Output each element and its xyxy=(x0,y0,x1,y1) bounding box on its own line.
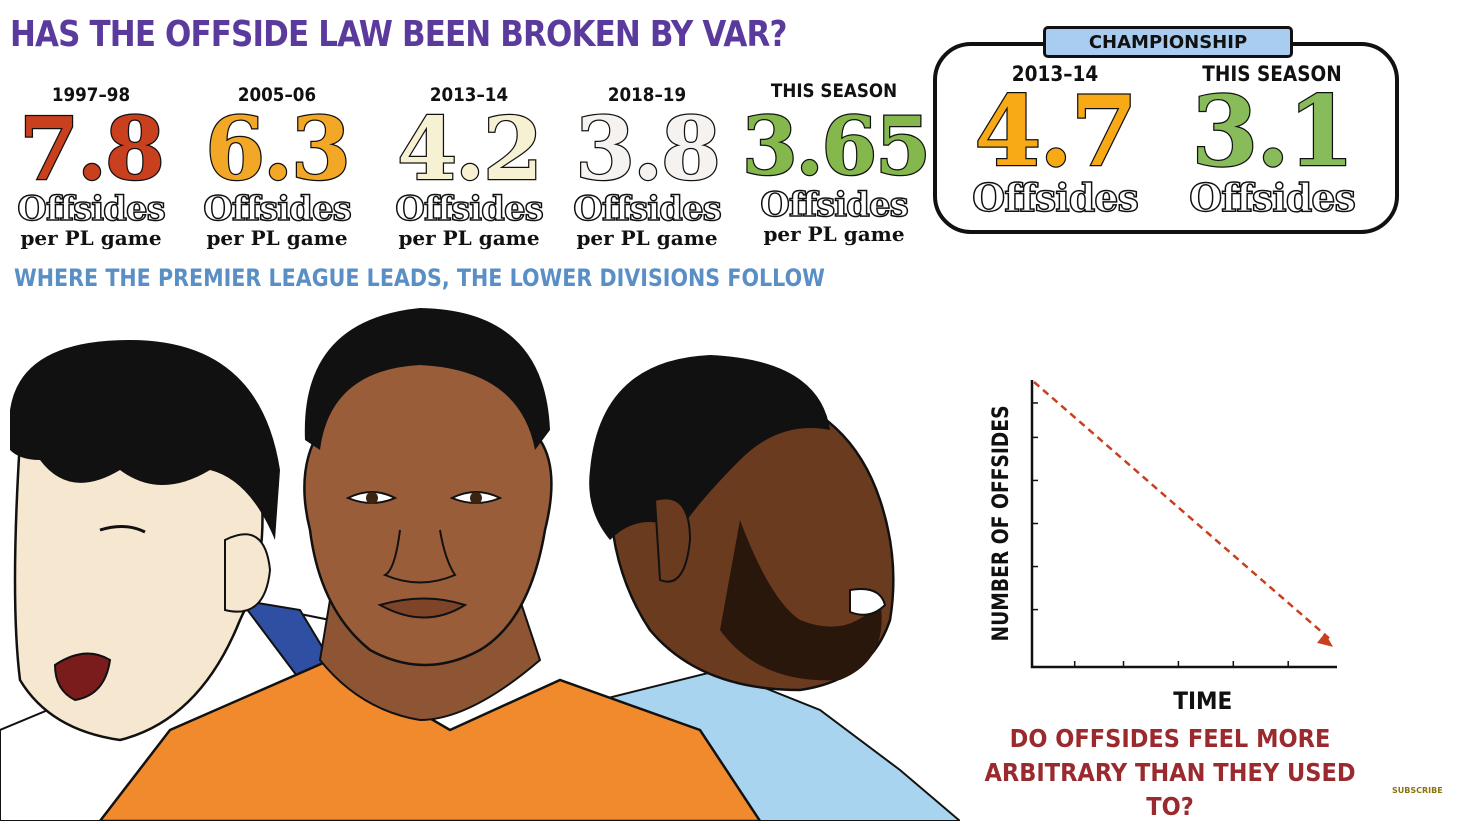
stat-season: 2013–14 xyxy=(429,84,509,106)
stat-unit: Offsides xyxy=(971,175,1139,220)
subscribe-badge[interactable]: SUBSCRIBE xyxy=(1392,786,1443,795)
stat-season: THIS SEASON xyxy=(1202,62,1342,86)
stat-unit: Offsides xyxy=(203,189,353,229)
player-center xyxy=(98,308,762,821)
stat-season: 2018–19 xyxy=(607,84,687,106)
player-right-mouth xyxy=(849,588,887,616)
championship-label: CHAMPIONSHIP xyxy=(1043,26,1293,58)
player-center-hair xyxy=(304,308,550,450)
stat-unit: Offsides xyxy=(17,189,167,229)
y-axis-label: NUMBER OF OFFSIDES xyxy=(988,405,1014,641)
trend-diagram: NUMBER OF OFFSIDES TIME xyxy=(988,380,1337,715)
player-left-hair xyxy=(10,340,280,540)
stat-per: per PL game xyxy=(20,226,162,250)
stat-season: 2013–14 xyxy=(1011,62,1099,86)
stat-value: 4.2 xyxy=(396,99,544,200)
stat-1997-98: 1997–98 7.8 Offsides per PL game xyxy=(2,84,180,250)
stat-season: 2005–06 xyxy=(237,84,317,106)
player-left-ear xyxy=(224,533,272,613)
trend-line xyxy=(1033,381,1330,640)
player-left-eye xyxy=(99,525,146,534)
stat-value: 3.1 xyxy=(1190,75,1356,188)
closing-question: DO OFFSIDES FEEL MORE ARBITRARY THAN THE… xyxy=(963,722,1377,824)
stat-value: 4.7 xyxy=(973,75,1139,188)
question-line-1: DO OFFSIDES FEEL MORE xyxy=(1009,724,1331,753)
x-axis-label: TIME xyxy=(1173,688,1232,715)
player-left-mouth xyxy=(53,652,112,702)
players-illustration xyxy=(0,308,960,821)
stat-unit: Offsides xyxy=(573,189,723,229)
stat-value: 6.3 xyxy=(204,99,352,200)
question-line-2: ARBITRARY THAN THEY USED TO? xyxy=(984,758,1356,821)
subtitle: WHERE THE PREMIER LEAGUE LEADS, THE LOWE… xyxy=(14,264,825,292)
player-right-hair xyxy=(589,355,830,540)
stat-per: per PL game xyxy=(206,226,348,250)
championship-stat-2013-14: 2013–14 4.7 Offsides xyxy=(955,62,1155,218)
stat-season: 1997–98 xyxy=(51,84,131,106)
stat-season: THIS SEASON xyxy=(770,80,898,102)
stat-value: 3.65 xyxy=(741,99,932,193)
stat-unit: Offsides xyxy=(760,185,910,225)
player-center-shirt xyxy=(98,658,762,821)
stat-2018-19: 2018–19 3.8 Offsides per PL game xyxy=(558,84,736,250)
diagram-axes xyxy=(1030,380,1337,669)
trend-arrowhead xyxy=(1317,632,1333,647)
stat-per: per PL game xyxy=(576,226,718,250)
stat-unit: Offsides xyxy=(1188,175,1356,220)
player-center-nose xyxy=(382,529,457,584)
player-right-ear xyxy=(653,497,692,583)
stat-this-season: THIS SEASON 3.65 Offsides per PL game xyxy=(741,80,932,246)
page-title: HAS THE OFFSIDE LAW BEEN BROKEN BY VAR? xyxy=(10,14,787,55)
stat-value: 3.8 xyxy=(574,99,722,200)
player-right-beard xyxy=(720,520,882,681)
stat-per: per PL game xyxy=(763,222,905,246)
stat-2005-06: 2005–06 6.3 Offsides per PL game xyxy=(188,84,366,250)
player-center-mouth xyxy=(377,597,468,619)
stat-per: per PL game xyxy=(398,226,540,250)
stat-value: 7.8 xyxy=(18,99,166,200)
stat-unit: Offsides xyxy=(395,189,545,229)
stat-2013-14: 2013–14 4.2 Offsides per PL game xyxy=(380,84,558,250)
championship-stat-this-season: THIS SEASON 3.1 Offsides xyxy=(1172,62,1372,218)
